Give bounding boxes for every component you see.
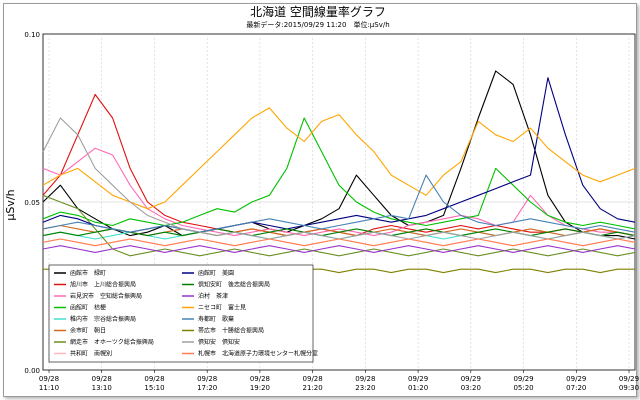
x-tick-time: 23:20 [355, 384, 375, 392]
x-tick-day: 09/29 [408, 375, 428, 383]
chart-title: 北海道 空間線量率グラフ [250, 4, 386, 19]
series-line-0 [42, 70, 636, 240]
x-tick-day: 09/28 [197, 375, 217, 383]
series-line-10 [42, 245, 636, 253]
x-tick-time: 07:20 [566, 384, 586, 392]
x-tick-day: 09/28 [92, 375, 112, 383]
x-tick-time: 01:20 [408, 384, 428, 392]
y-tick-label: 0.10 [24, 31, 40, 39]
x-tick-day: 09/28 [39, 375, 59, 383]
series-line-11 [42, 107, 636, 210]
legend-label: 函館市 緑町 [70, 269, 106, 277]
x-tick-labels: 09/2811:1009/2813:1009/2815:1009/2817:20… [39, 370, 639, 392]
y-tick-labels: 0.00 0.05 0.10 [24, 31, 40, 375]
x-tick-time: 21:20 [303, 384, 323, 392]
x-tick-time: 05:20 [513, 384, 533, 392]
x-tick-time: 19:20 [250, 384, 270, 392]
legend-label: 函館町 美園 [198, 269, 234, 277]
legend-label: ニセコ町 富士見 [198, 304, 246, 312]
legend-label: 岩見沢市 空知総合振興局 [70, 292, 142, 300]
legend-label: 稚内市 宗谷総合振興局 [70, 315, 136, 323]
x-tick-day: 09/28 [250, 375, 270, 383]
legend-box [48, 264, 314, 363]
legend-label: 寿都町 歌棄 [198, 315, 234, 323]
legend-label: 倶知安 倶知安 [198, 338, 240, 346]
legend-label: 共和町 南幌別 [70, 350, 112, 358]
legend-label: 札幌市 北海道原子力環境センター札幌分室 [198, 350, 318, 358]
x-tick-day: 09/28 [303, 375, 323, 383]
legend-label: 帯広市 十勝総合振興局 [198, 327, 264, 335]
legend-label: 函館町 桔梗 [70, 304, 106, 312]
series-line-15 [42, 238, 636, 247]
x-tick-time: 15:10 [144, 384, 164, 392]
legend-label: 余市町 朝日 [70, 327, 106, 335]
x-tick-time: 13:10 [92, 384, 112, 392]
series-line-3 [42, 117, 636, 230]
x-tick-day: 09/28 [144, 375, 164, 383]
y-axis-label: μSv/h [4, 189, 17, 220]
legend-label: 網走市 オホーツク総合振興局 [70, 338, 154, 346]
series-line-12 [42, 174, 636, 233]
x-tick-time: 11:10 [39, 384, 59, 392]
legend-label: 倶知安町 後志総合振興局 [198, 281, 270, 289]
x-tick-day: 09/29 [619, 375, 639, 383]
legend-label: 泊村 茶津 [198, 292, 228, 300]
legend-label: 旭川市 上川総合振興局 [70, 281, 136, 289]
x-tick-time: 17:20 [197, 384, 217, 392]
y-tick-label: 0.00 [24, 367, 40, 375]
series-line-2 [42, 147, 636, 237]
x-tick-day: 09/29 [513, 375, 533, 383]
series-line-9 [42, 228, 636, 237]
x-tick-time: 09:30 [619, 384, 639, 392]
x-tick-day: 09/28 [355, 375, 375, 383]
y-tick-label: 0.05 [24, 199, 40, 207]
x-tick-day: 09/29 [461, 375, 481, 383]
x-tick-time: 03:20 [461, 384, 481, 392]
x-tick-day: 09/29 [566, 375, 586, 383]
chart-subtitle: 最新データ:2015/09/29 11:20 単位:μSv/h [246, 20, 389, 29]
series-line-6 [42, 194, 636, 257]
